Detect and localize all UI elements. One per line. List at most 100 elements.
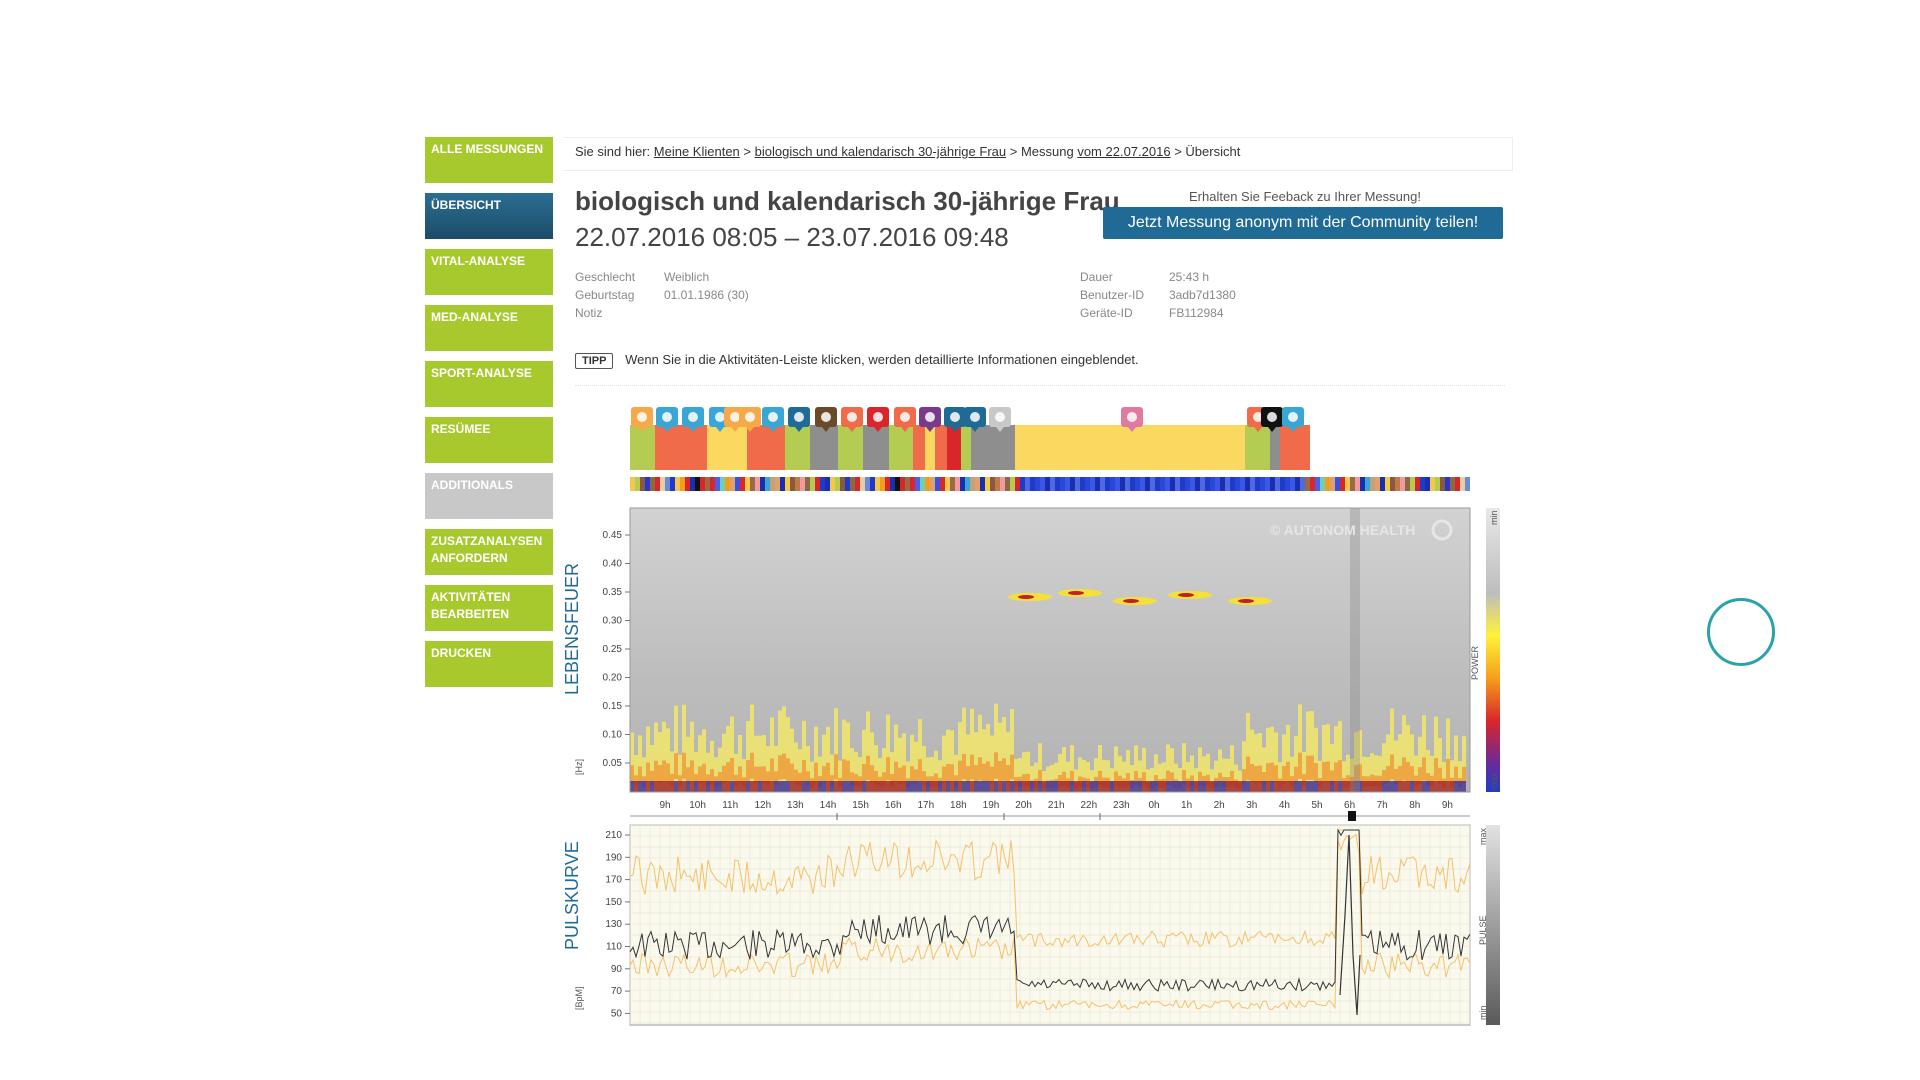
spectrum-band (1062, 747, 1066, 792)
sidebar-item-vital-analyse[interactable]: VITAL-ANALYSE (425, 249, 553, 295)
activity-segment[interactable] (889, 425, 913, 470)
spectrum-band (1246, 756, 1250, 781)
spectrum-band (1126, 773, 1130, 786)
spectrum-band (902, 733, 906, 792)
walk-icon[interactable] (815, 407, 837, 432)
selector-handle[interactable] (1348, 811, 1356, 821)
spectrum-band (1122, 761, 1126, 792)
activity-segment[interactable] (1245, 425, 1270, 470)
activity-segment[interactable] (785, 425, 810, 470)
spectrum-band (990, 781, 994, 792)
laptop-icon[interactable] (964, 407, 986, 432)
brain-icon[interactable] (762, 407, 784, 432)
laptop-icon[interactable] (944, 407, 966, 432)
spectrum-band (1210, 769, 1214, 792)
spectrum-band (710, 740, 714, 792)
spectrum-band (1082, 781, 1086, 792)
spectrum-band (818, 756, 822, 792)
strip-cell (1250, 477, 1255, 491)
sidebar-item-med-analyse[interactable]: MED-ANALYSE (425, 305, 553, 351)
activity-segment[interactable] (1015, 425, 1245, 470)
strip-cell (765, 477, 770, 491)
spectrum-band (958, 722, 962, 792)
activity-segment[interactable] (747, 425, 785, 470)
spectrum-band (698, 766, 702, 784)
spectrum-band (1426, 781, 1430, 792)
sidebar-item-übersicht[interactable]: ÜBERSICHT (425, 193, 553, 239)
spectrum-band (1134, 771, 1138, 786)
spectrum-band (1338, 721, 1342, 792)
strip-cell (1405, 477, 1410, 491)
bed-icon[interactable] (1121, 407, 1143, 432)
spectrum-band (798, 781, 802, 792)
divider (575, 385, 1505, 386)
tipp-text: Wenn Sie in die Aktivitäten-Leiste klick… (625, 352, 1139, 367)
spectrum-band (1326, 724, 1330, 792)
spectrum-band (1194, 781, 1198, 792)
brain-icon[interactable] (656, 407, 678, 432)
activity-segment[interactable] (961, 425, 971, 470)
spectrum-band (1462, 766, 1466, 784)
activity-bar[interactable] (630, 407, 1310, 470)
strip-cell (1400, 477, 1405, 491)
meta-key: Benutzer-ID (1080, 288, 1145, 302)
sun-icon[interactable] (631, 407, 653, 432)
sidebar-item-aktivitäten-bearbeiten[interactable]: AKTIVITÄTEN BEARBEITEN (425, 585, 553, 631)
activity-segment[interactable] (1280, 425, 1310, 470)
lying-icon[interactable] (919, 407, 941, 432)
strip-cell (935, 477, 940, 491)
spectrum-band (946, 763, 950, 783)
activity-segment[interactable] (630, 425, 655, 470)
spectrum-band (1006, 731, 1010, 792)
sidebar-item-resümee[interactable]: RESÜMEE (425, 417, 553, 463)
breadcrumb-link-clients[interactable]: Meine Klienten (653, 144, 740, 159)
spectrum-band (1450, 781, 1454, 792)
time-tick-label: 9h (659, 800, 670, 811)
activity-segment[interactable] (655, 425, 707, 470)
spectrum-band (1178, 768, 1182, 792)
sidebar-item-sport-analyse[interactable]: SPORT-ANALYSE (425, 361, 553, 407)
breadcrumb-link-client[interactable]: biologisch und kalendarisch 30-jährige F… (754, 144, 1007, 159)
spectrum-band (1202, 756, 1206, 792)
activity-segment[interactable] (863, 425, 889, 470)
sidebar-item-drucken[interactable]: DRUCKEN (425, 641, 553, 687)
sidebar-item-alle-messungen[interactable]: ALLE MESSUNGEN (425, 137, 553, 183)
activity-segment[interactable] (707, 425, 747, 470)
question-icon[interactable] (867, 407, 889, 432)
activity-segment[interactable] (935, 425, 947, 470)
spectrum-band (1254, 781, 1258, 792)
chat-icon[interactable] (989, 407, 1011, 432)
run-icon[interactable] (841, 407, 863, 432)
run-icon[interactable] (894, 407, 916, 432)
y-tick-label: 110 (606, 942, 622, 953)
activity-segment[interactable] (985, 425, 1015, 470)
share-community-button[interactable]: Jetzt Messung anonym mit der Community t… (1103, 207, 1503, 239)
activity-segment[interactable] (925, 425, 935, 470)
activity-segment[interactable] (913, 425, 925, 470)
close-circle-icon[interactable] (1261, 407, 1283, 432)
spectrum-band (930, 757, 934, 792)
breadcrumb-link-measurement[interactable]: vom 22.07.2016 (1077, 144, 1171, 159)
spectrum-band (754, 735, 758, 792)
spectrum-band (850, 781, 854, 792)
spectrum-band (1118, 781, 1122, 792)
activity-segment[interactable] (810, 425, 838, 470)
strip-cell (1090, 477, 1095, 491)
brain-icon[interactable] (682, 407, 704, 432)
spectrum-band (1034, 762, 1038, 792)
y-tick-label: 190 (605, 852, 622, 863)
activity-segment[interactable] (971, 425, 985, 470)
activity-segment[interactable] (947, 425, 961, 470)
sidebar-item-zusatzanalysen-anfordern[interactable]: ZUSATZANALYSEN ANFORDERN (425, 529, 553, 575)
strip-cell (835, 477, 840, 491)
spectrum-band (798, 749, 802, 792)
brain-icon[interactable] (1282, 407, 1304, 432)
spectrum-band (1038, 781, 1042, 792)
sidebar-item-additionals[interactable]: ADDITIONALS (425, 473, 553, 519)
spectrum-band (674, 705, 678, 792)
sun-icon[interactable] (739, 407, 761, 432)
activity-segment[interactable] (838, 425, 863, 470)
lebensfeuer-spectrogram: © AUTONOM HEALTH (629, 507, 1471, 793)
laptop-icon[interactable] (788, 407, 810, 432)
activity-segment[interactable] (1270, 425, 1280, 470)
